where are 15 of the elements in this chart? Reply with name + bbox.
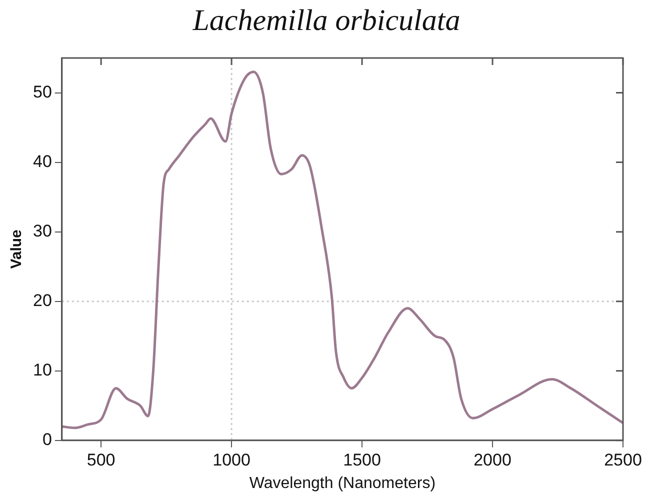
x-tick-label: 1000 [212, 450, 250, 470]
y-tick-label: 30 [32, 222, 52, 241]
y-tick-label: 50 [32, 82, 52, 102]
line-series [62, 70, 623, 430]
x-tick-label: 500 [86, 450, 116, 470]
x-axis-title: Wavelength (Nanometers) [249, 474, 436, 492]
x-tick-label: 1500 [343, 450, 381, 470]
chart-title: Lachemilla orbiculata [192, 4, 462, 38]
y-tick-label: 20 [32, 291, 52, 310]
y-axis-title: Value [8, 230, 26, 269]
x-tick-label: 2000 [474, 450, 512, 470]
x-tick-label: 2500 [604, 450, 642, 470]
y-tick-label: 10 [32, 360, 52, 380]
y-tick-label: 0 [42, 430, 52, 450]
y-tick-label: 40 [32, 152, 52, 171]
